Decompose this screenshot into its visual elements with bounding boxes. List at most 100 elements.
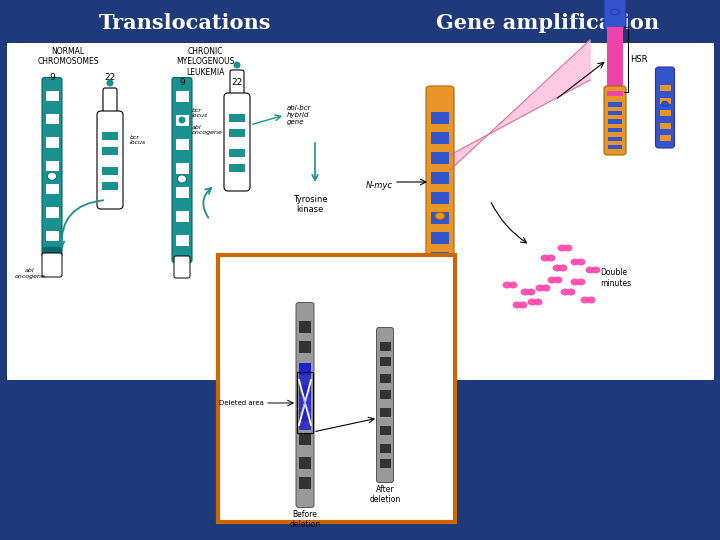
Bar bbox=[176, 211, 189, 221]
Bar bbox=[299, 477, 311, 489]
Bar bbox=[379, 459, 390, 468]
Text: bcr
locus: bcr locus bbox=[192, 107, 208, 118]
Ellipse shape bbox=[503, 281, 511, 288]
Bar bbox=[45, 91, 58, 101]
Bar bbox=[607, 27, 623, 92]
Text: Tyrosine
kinase: Tyrosine kinase bbox=[293, 195, 328, 214]
Bar bbox=[660, 85, 670, 91]
Ellipse shape bbox=[178, 175, 186, 183]
Text: abl-bcr
hybrid
gene: abl-bcr hybrid gene bbox=[287, 105, 312, 125]
Ellipse shape bbox=[580, 296, 590, 303]
Bar bbox=[431, 332, 449, 344]
Text: Deleted area: Deleted area bbox=[219, 400, 264, 406]
Bar bbox=[608, 102, 622, 106]
Text: After
deletion: After deletion bbox=[369, 485, 400, 504]
Ellipse shape bbox=[233, 62, 240, 69]
Bar bbox=[431, 352, 449, 364]
Ellipse shape bbox=[577, 279, 585, 286]
Bar bbox=[102, 167, 118, 175]
Bar bbox=[379, 426, 390, 435]
Text: Double
minutes: Double minutes bbox=[600, 268, 631, 288]
Bar bbox=[45, 137, 58, 147]
Ellipse shape bbox=[567, 288, 575, 295]
Text: bcr
locus: bcr locus bbox=[130, 134, 146, 145]
Ellipse shape bbox=[557, 245, 567, 252]
Bar bbox=[379, 444, 390, 453]
Bar bbox=[660, 135, 670, 141]
Ellipse shape bbox=[536, 285, 544, 292]
FancyBboxPatch shape bbox=[224, 93, 250, 191]
Ellipse shape bbox=[541, 254, 549, 261]
Text: Translocations: Translocations bbox=[99, 13, 271, 33]
FancyBboxPatch shape bbox=[604, 0, 626, 30]
Bar bbox=[176, 235, 189, 246]
FancyBboxPatch shape bbox=[103, 88, 117, 122]
Bar bbox=[7, 43, 383, 380]
Bar bbox=[660, 123, 670, 129]
Ellipse shape bbox=[518, 301, 528, 308]
Ellipse shape bbox=[554, 276, 562, 284]
Bar bbox=[608, 111, 622, 115]
FancyBboxPatch shape bbox=[377, 327, 394, 483]
FancyBboxPatch shape bbox=[655, 67, 675, 148]
Ellipse shape bbox=[662, 102, 668, 106]
Bar bbox=[45, 160, 58, 171]
Ellipse shape bbox=[534, 299, 542, 306]
Polygon shape bbox=[450, 40, 590, 170]
Bar bbox=[218, 255, 455, 522]
Ellipse shape bbox=[435, 213, 445, 219]
Ellipse shape bbox=[577, 259, 585, 266]
Bar bbox=[383, 43, 714, 380]
Bar bbox=[45, 184, 58, 194]
Text: 9: 9 bbox=[49, 73, 55, 82]
Bar bbox=[431, 252, 449, 264]
FancyBboxPatch shape bbox=[42, 78, 62, 258]
Text: Before
deletion: Before deletion bbox=[289, 510, 320, 529]
Bar bbox=[102, 132, 118, 140]
Bar bbox=[608, 145, 622, 150]
FancyBboxPatch shape bbox=[42, 253, 62, 277]
Bar bbox=[379, 357, 390, 366]
Bar bbox=[608, 137, 622, 141]
Bar bbox=[431, 232, 449, 244]
Ellipse shape bbox=[560, 288, 570, 295]
Bar bbox=[176, 163, 189, 173]
Bar bbox=[229, 149, 245, 157]
Ellipse shape bbox=[547, 276, 557, 284]
Ellipse shape bbox=[559, 265, 567, 272]
Bar bbox=[299, 409, 311, 421]
Ellipse shape bbox=[526, 288, 536, 295]
Text: Gene amplification: Gene amplification bbox=[436, 13, 660, 33]
Text: NORMAL
CHROMOSOMES: NORMAL CHROMOSOMES bbox=[37, 47, 99, 66]
Bar bbox=[229, 129, 245, 137]
Bar bbox=[299, 457, 311, 469]
Bar bbox=[42, 247, 62, 257]
Bar bbox=[299, 433, 311, 445]
Ellipse shape bbox=[513, 301, 521, 308]
FancyBboxPatch shape bbox=[172, 78, 192, 262]
Bar bbox=[45, 114, 58, 124]
Bar bbox=[176, 187, 189, 198]
Text: 22: 22 bbox=[231, 78, 243, 87]
Ellipse shape bbox=[528, 299, 536, 306]
Text: abl
oncogene: abl oncogene bbox=[14, 268, 45, 279]
Bar bbox=[660, 98, 670, 104]
Ellipse shape bbox=[570, 259, 580, 266]
Bar bbox=[379, 408, 390, 417]
Bar bbox=[379, 374, 390, 382]
Bar bbox=[297, 372, 313, 433]
Bar bbox=[45, 207, 58, 218]
Ellipse shape bbox=[570, 279, 580, 286]
Bar bbox=[431, 292, 449, 304]
Bar bbox=[299, 375, 311, 430]
Ellipse shape bbox=[552, 265, 562, 272]
Bar bbox=[102, 182, 118, 190]
Bar bbox=[299, 341, 311, 353]
Bar bbox=[176, 91, 189, 102]
Bar bbox=[431, 312, 449, 324]
Text: HSR: HSR bbox=[630, 56, 647, 64]
Text: abl
oncogene: abl oncogene bbox=[192, 125, 223, 136]
Bar bbox=[431, 212, 449, 224]
Ellipse shape bbox=[587, 296, 595, 303]
Text: 22: 22 bbox=[104, 73, 116, 82]
